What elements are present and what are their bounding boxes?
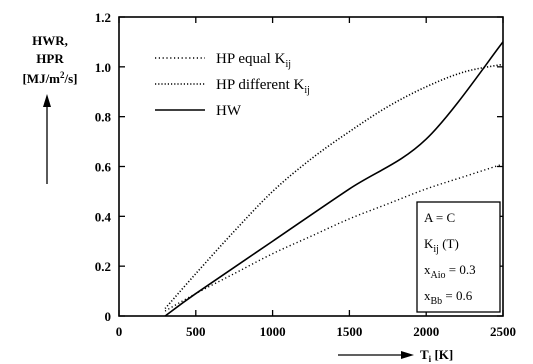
series-line-1 bbox=[164, 163, 504, 312]
y-tick-label: 0.2 bbox=[95, 259, 111, 274]
annotation-frame bbox=[416, 201, 501, 313]
legend-label: HP equal Kij bbox=[216, 51, 291, 70]
y-tick-label: 0 bbox=[105, 309, 112, 324]
x-axis-arrow bbox=[338, 351, 414, 359]
series-layer bbox=[164, 41, 504, 317]
y-axis-label-line3: [MJ/m2/s] bbox=[22, 70, 77, 86]
x-axis-label: Ti [K] bbox=[420, 347, 453, 364]
y-axis-label-line1: HWR, bbox=[32, 33, 68, 48]
series-line-2 bbox=[164, 63, 504, 310]
legend: HP equal Kij HP different Kij HW bbox=[155, 51, 310, 119]
annotation-line: Kij (T) bbox=[424, 236, 459, 255]
y-tick-label: 0.6 bbox=[95, 160, 112, 175]
legend-label: HW bbox=[216, 103, 242, 119]
x-tick-label: 1000 bbox=[260, 324, 286, 339]
y-tick-label: 1.2 bbox=[95, 10, 111, 25]
series-line-3 bbox=[164, 41, 504, 317]
x-tick-label: 2000 bbox=[413, 324, 439, 339]
x-tick-label: 500 bbox=[186, 324, 206, 339]
legend-label: HP different Kij bbox=[216, 77, 310, 96]
y-axis-arrow bbox=[43, 94, 51, 184]
x-tick-labels: 0 500 1000 1500 2000 2500 bbox=[116, 324, 516, 339]
y-tick-label: 1.0 bbox=[95, 60, 111, 75]
y-tick-label: 0.4 bbox=[95, 209, 112, 224]
y-tick-labels: 0 0.2 0.4 0.6 0.8 1.0 1.2 bbox=[95, 10, 112, 324]
x-tick-label: 2500 bbox=[490, 324, 516, 339]
y-tick-label: 0.8 bbox=[95, 110, 112, 125]
y-axis-label-line2: HPR bbox=[36, 51, 64, 66]
x-tick-label: 0 bbox=[116, 324, 123, 339]
x-tick-label: 1500 bbox=[336, 324, 362, 339]
annotation-line: A = C bbox=[424, 210, 455, 225]
plot-frame bbox=[118, 16, 504, 317]
